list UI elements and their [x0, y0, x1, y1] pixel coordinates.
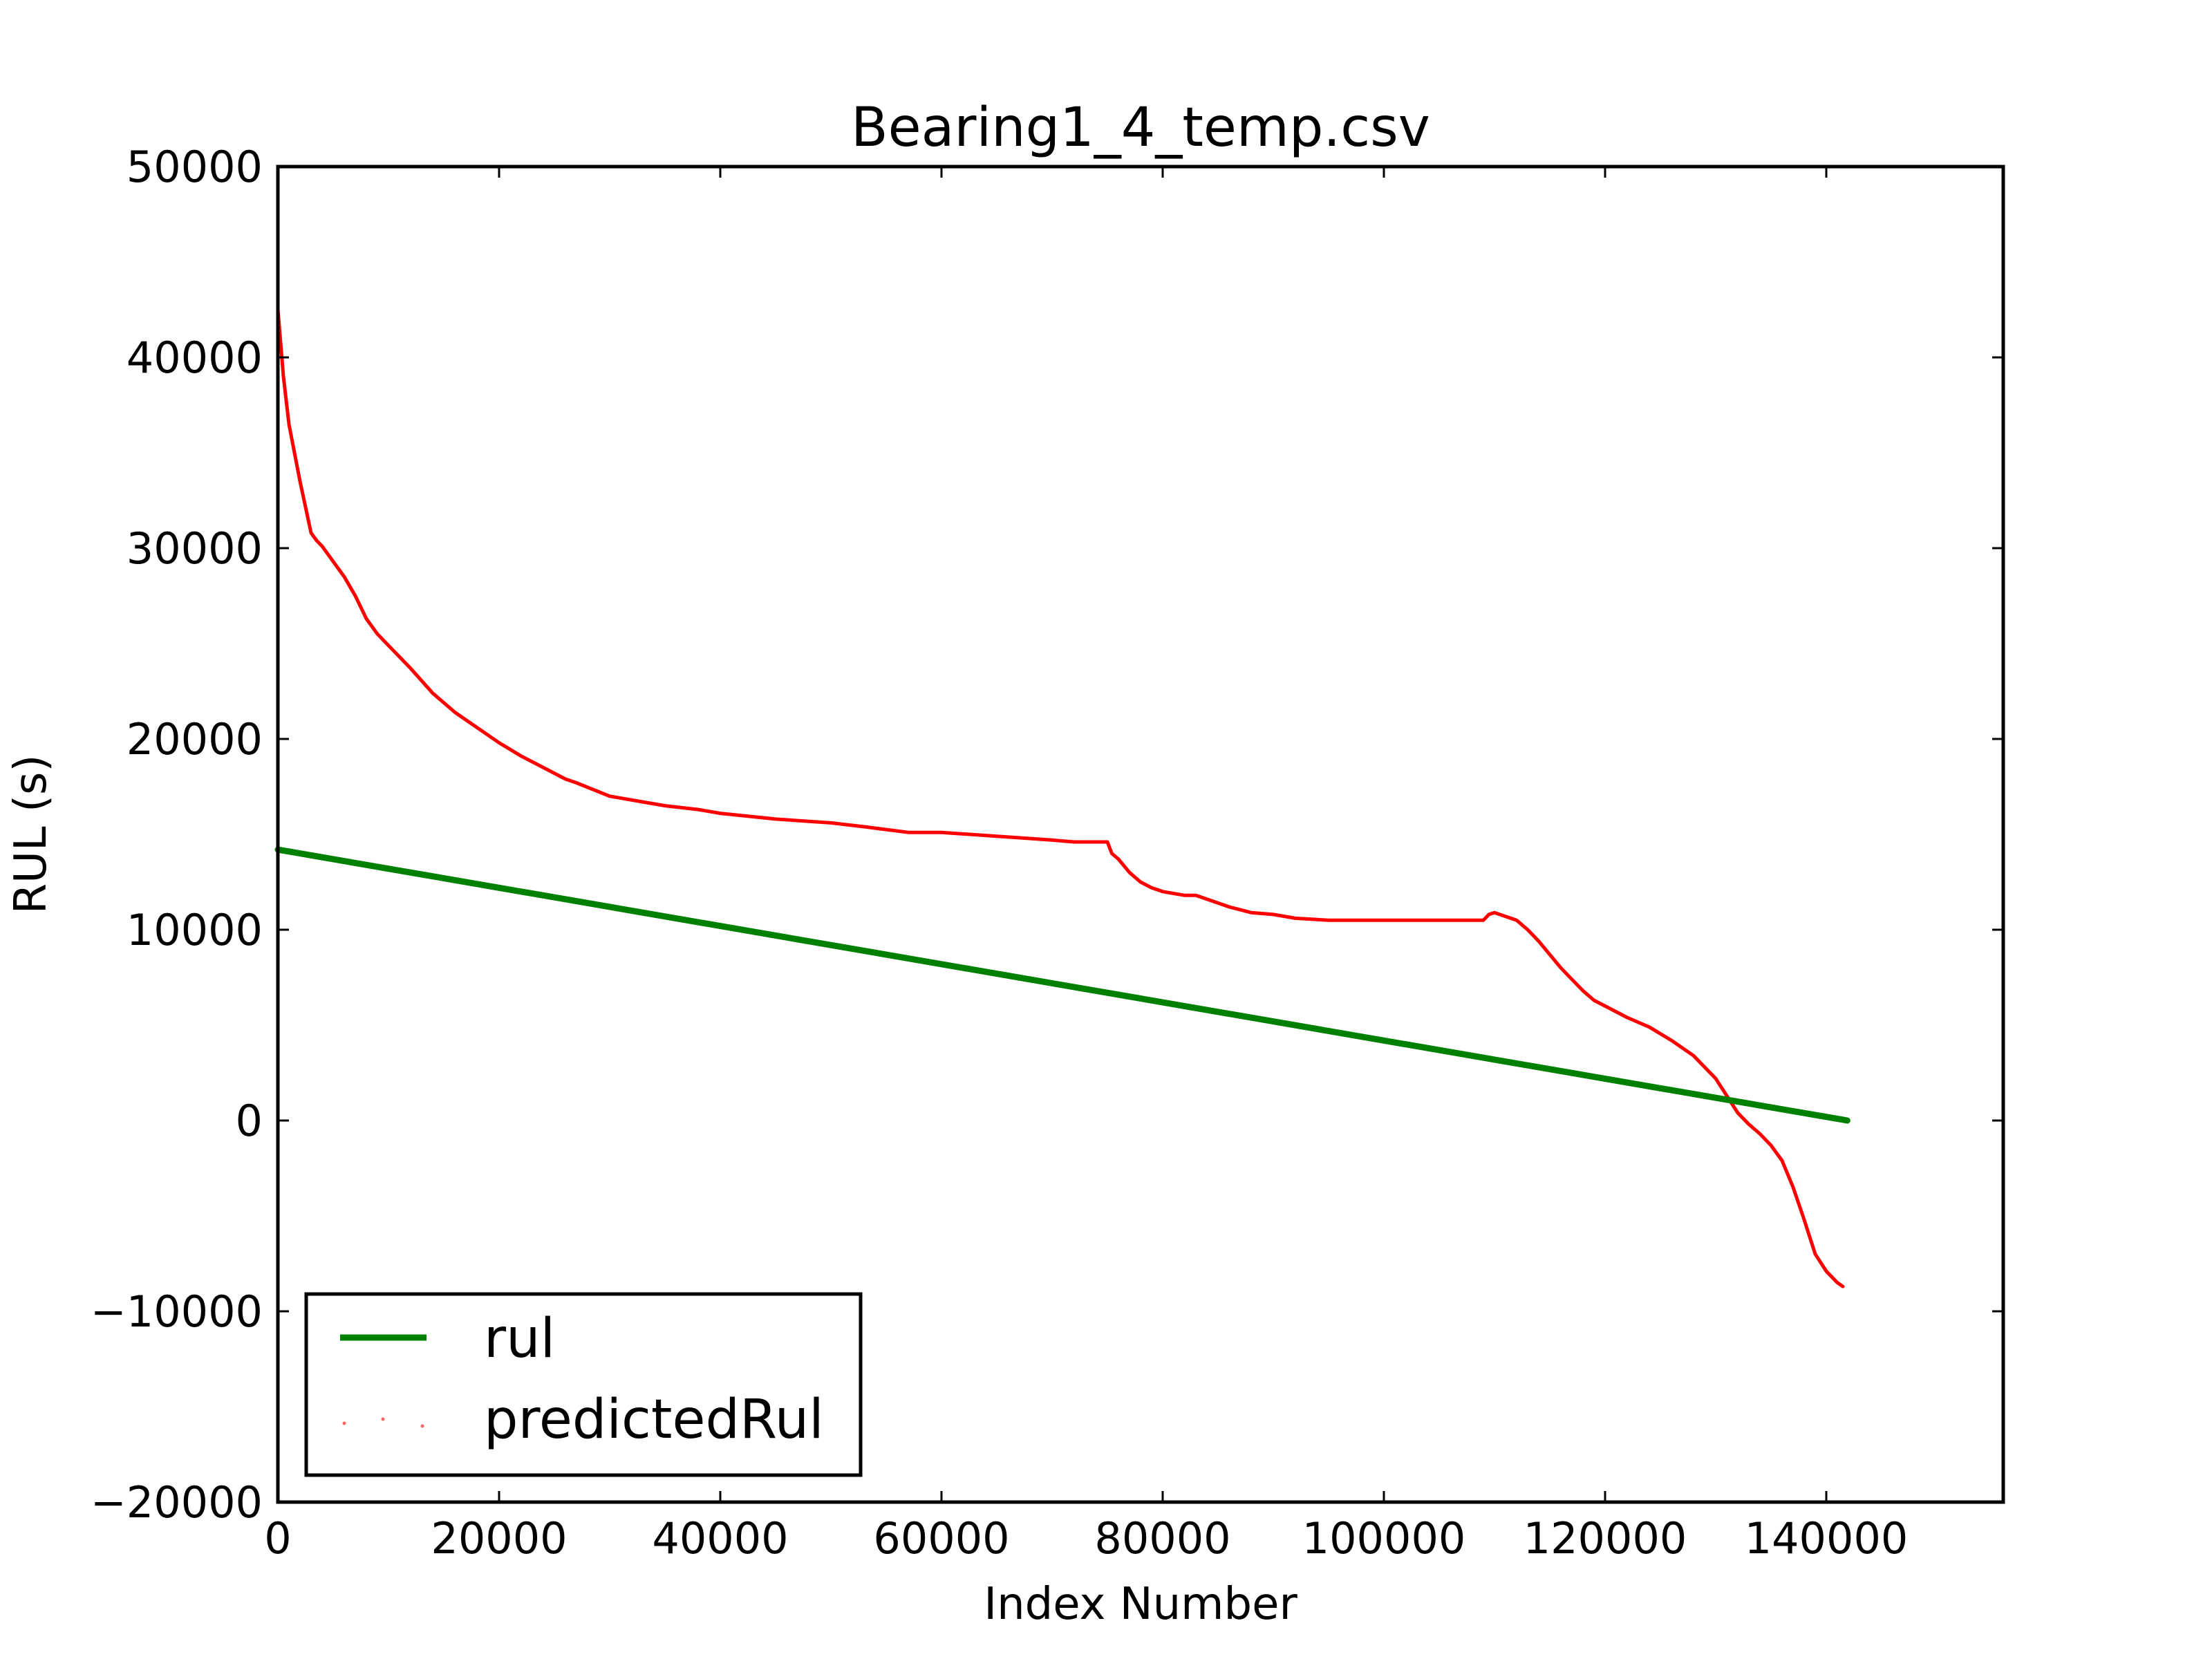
y-tick-label: −10000 [91, 1286, 263, 1337]
legend-predicted-label: predictedRul [484, 1389, 824, 1451]
x-tick-label: 100000 [1302, 1513, 1466, 1564]
x-tick-label: 120000 [1524, 1513, 1687, 1564]
axes-frame [276, 165, 2005, 1504]
series-predictedrul-line [276, 308, 1845, 1288]
x-tick-label: 40000 [652, 1513, 788, 1564]
series-rul-line [274, 846, 1850, 1124]
legend-predicted-marker [342, 1421, 346, 1425]
legend: rul predictedRul [304, 1292, 863, 1477]
legend-predicted-marker [420, 1424, 424, 1428]
series-layer [274, 308, 1850, 1288]
legend-box [304, 1292, 863, 1477]
x-tick-label: 20000 [431, 1513, 567, 1564]
legend-rul-label: rul [484, 1308, 555, 1370]
y-tick-label: 50000 [126, 142, 263, 192]
ticks-layer: 0 20000 40000 60000 80000 100000 120000 140000−… [91, 142, 2003, 1564]
y-axis-label: RUL (s) [6, 755, 57, 915]
x-tick-label: 60000 [873, 1513, 1009, 1564]
y-tick-label: 0 [236, 1096, 263, 1146]
y-tick-label: −20000 [91, 1477, 263, 1528]
x-tick-label: 140000 [1745, 1513, 1909, 1564]
y-tick-label: 30000 [126, 523, 263, 574]
y-tick-label: 40000 [126, 332, 263, 383]
chart-title: Bearing1_4_temp.csv [851, 97, 1430, 159]
y-tick-label: 20000 [126, 714, 263, 765]
x-tick-label: 80000 [1094, 1513, 1230, 1564]
x-axis-label: Index Number [984, 1579, 1297, 1630]
x-tick-label: 0 [264, 1513, 291, 1564]
legend-predicted-marker [381, 1417, 385, 1421]
y-tick-label: 10000 [126, 905, 263, 955]
